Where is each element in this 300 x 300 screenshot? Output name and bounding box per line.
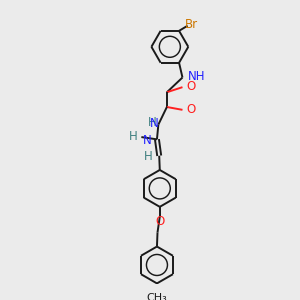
- Text: H: H: [129, 130, 138, 143]
- Text: O: O: [187, 80, 196, 93]
- Text: H: H: [143, 150, 152, 163]
- Text: H: H: [148, 116, 157, 129]
- Text: Br: Br: [185, 18, 198, 31]
- Text: O: O: [187, 103, 196, 116]
- Text: N: N: [143, 134, 152, 147]
- Text: O: O: [155, 214, 164, 227]
- Text: N: N: [150, 117, 158, 130]
- Text: NH: NH: [188, 70, 205, 83]
- Text: CH₃: CH₃: [147, 292, 167, 300]
